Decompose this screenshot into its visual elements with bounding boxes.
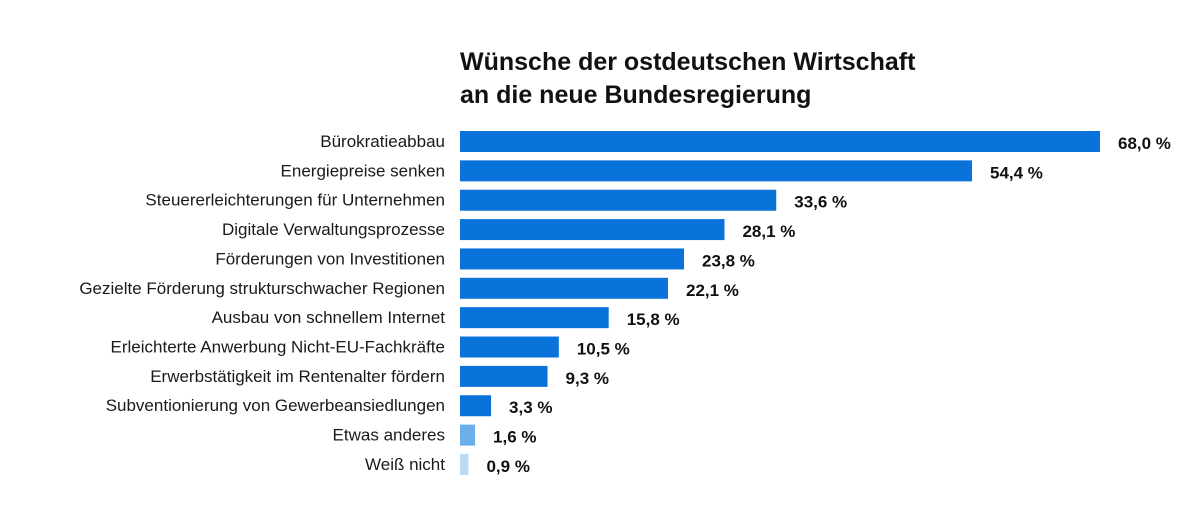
category-label: Subventionierung von Gewerbeansiedlungen — [106, 396, 445, 415]
category-label: Energiepreise senken — [281, 161, 445, 180]
category-label: Förderungen von Investitionen — [215, 249, 445, 268]
bar — [460, 277, 668, 299]
bar — [460, 248, 684, 270]
value-label: 9,3 % — [566, 369, 609, 388]
category-label: Gezielte Förderung strukturschwacher Reg… — [79, 279, 445, 298]
category-label: Etwas anderes — [333, 426, 445, 445]
bar — [460, 160, 972, 182]
value-label: 3,3 % — [509, 398, 552, 417]
category-label: Bürokratieabbau — [320, 132, 445, 151]
value-label: 68,0 % — [1118, 134, 1171, 153]
bar — [460, 219, 725, 241]
category-label: Erwerbstätigkeit im Rentenalter fördern — [150, 367, 445, 386]
value-label: 54,4 % — [990, 163, 1043, 182]
value-label: 23,8 % — [702, 251, 755, 270]
category-label: Digitale Verwaltungsprozesse — [222, 220, 445, 239]
category-label: Steuererleichterungen für Unternehmen — [145, 191, 445, 210]
bar — [460, 131, 1100, 152]
bar — [460, 365, 548, 387]
value-label: 33,6 % — [794, 193, 847, 212]
bar — [460, 424, 476, 446]
value-label: 28,1 % — [742, 222, 795, 241]
chart-title-line-1: Wünsche der ostdeutschen Wirtschaft — [460, 48, 916, 76]
bar — [460, 307, 609, 329]
value-label: 10,5 % — [577, 340, 630, 359]
bar — [460, 336, 559, 358]
bar — [460, 453, 469, 475]
bar — [460, 189, 777, 211]
category-label: Erleichterte Anwerbung Nicht-EU-Fachkräf… — [111, 338, 445, 357]
bar — [460, 395, 492, 417]
category-label: Weiß nicht — [365, 455, 445, 474]
category-label: Ausbau von schnellem Internet — [212, 308, 446, 327]
value-label: 1,6 % — [493, 428, 536, 447]
value-label: 15,8 % — [627, 310, 680, 329]
value-label: 22,1 % — [686, 281, 739, 300]
value-label: 0,9 % — [486, 457, 529, 476]
chart-title-line-2: an die neue Bundesregierung — [460, 81, 811, 109]
bars-group: Bürokratieabbau 68,0 % Energiepreise senke… — [79, 131, 1171, 476]
